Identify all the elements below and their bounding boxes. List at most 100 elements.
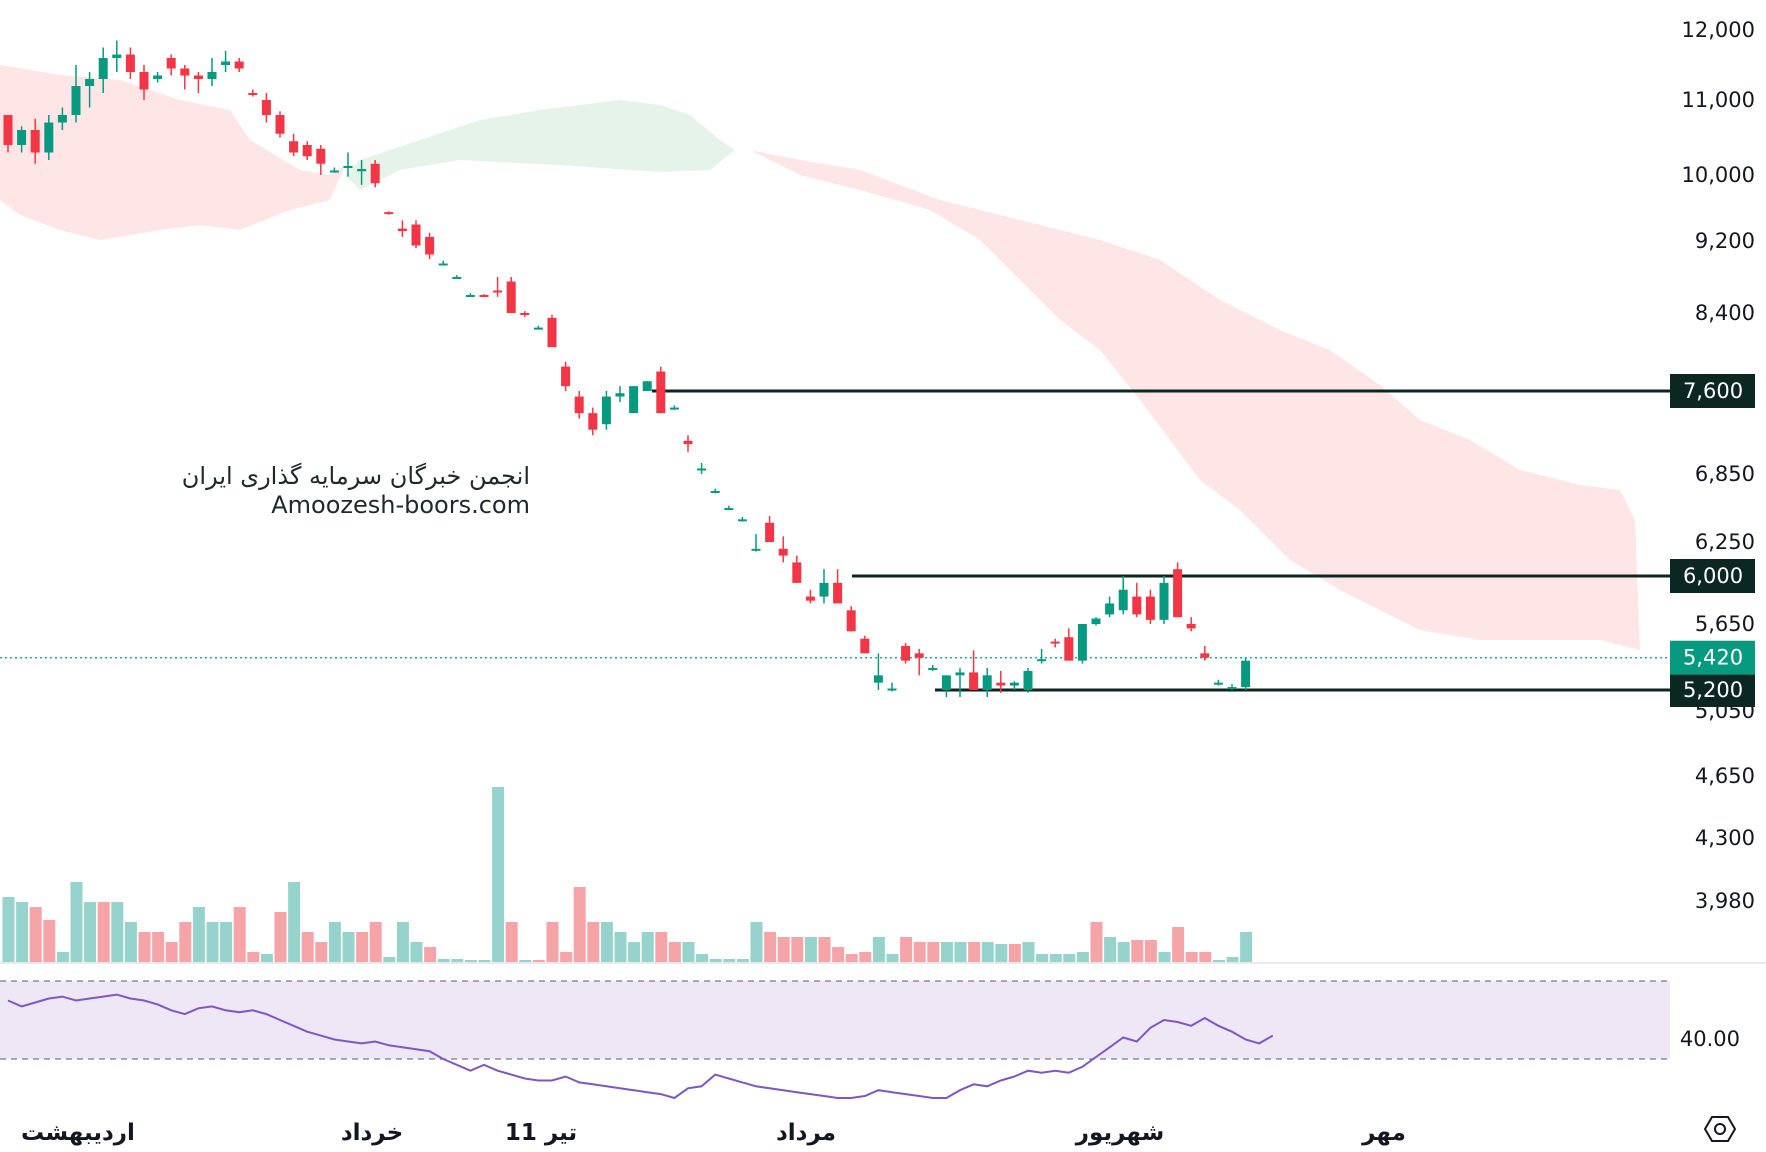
last-price-badge	[1670, 640, 1755, 675]
candle-body	[669, 407, 679, 410]
candle-body	[112, 54, 122, 58]
volume-bar	[288, 882, 301, 962]
volume-bar	[696, 954, 709, 962]
rsi-pane: 40.00	[0, 980, 1740, 1100]
volume-bar	[1008, 944, 1021, 962]
candle-body	[1200, 653, 1210, 658]
candle-body	[819, 582, 829, 597]
volume-bar	[1199, 952, 1212, 962]
candle-body	[17, 130, 27, 145]
candle-body	[1037, 659, 1047, 662]
candle-body	[1064, 637, 1074, 661]
volume-bar	[179, 922, 192, 962]
volume-bar	[791, 937, 804, 962]
volume-bar	[328, 922, 341, 962]
volume-bar	[1117, 942, 1130, 962]
volume-bar	[492, 787, 505, 962]
volume-bar	[777, 937, 790, 962]
volume-bar	[260, 954, 273, 962]
volume-bar	[832, 947, 845, 962]
price-tick-label: 5,650	[1695, 612, 1755, 636]
volume-bar	[165, 942, 178, 962]
level-badge	[1670, 559, 1755, 593]
level-badge-label: 7,600	[1683, 379, 1743, 403]
candle-body	[697, 468, 707, 471]
candle-body	[656, 371, 666, 414]
level-badge	[1670, 673, 1755, 707]
volume-bar	[383, 957, 396, 962]
volume-bar	[424, 947, 437, 962]
volume-bar	[410, 942, 423, 962]
candle-body	[493, 290, 503, 293]
candle-body	[1227, 687, 1237, 690]
volume-bar	[124, 922, 137, 962]
volume-bar	[641, 932, 654, 962]
volume-bars	[0, 787, 1766, 964]
hexagon-settings-icon[interactable]	[1704, 1113, 1736, 1145]
volume-bar	[315, 942, 328, 962]
rsi-band	[0, 981, 1670, 1059]
price-tick-label: 12,000	[1682, 18, 1755, 42]
volume-bar	[1076, 952, 1089, 962]
volume-bar	[84, 902, 97, 962]
volume-bar	[220, 922, 233, 962]
candle-body	[588, 413, 598, 430]
watermark-line-1: انجمن خبرگان سرمایه گذاری ایران	[181, 462, 530, 490]
candle-body	[30, 130, 40, 153]
volume-bar	[519, 960, 532, 962]
watermark: انجمن خبرگان سرمایه گذاری ایران Amoozesh…	[150, 462, 530, 520]
candle-body	[384, 212, 394, 215]
candle-body	[3, 115, 13, 145]
volume-bar	[111, 902, 124, 962]
candle-body	[955, 672, 965, 676]
price-tick-label: 6,850	[1695, 462, 1755, 486]
price-tick-label: 8,400	[1695, 301, 1755, 325]
time-axis: اردیبهشت خرداد 11 تیر مرداد شهریور مهر	[21, 1120, 1406, 1146]
level-badge-label: 6,000	[1683, 564, 1743, 588]
candle-body	[180, 68, 190, 76]
candle-body	[139, 72, 149, 90]
volume-bar	[2, 897, 15, 962]
volume-bar	[913, 942, 926, 962]
volume-bar	[247, 952, 260, 962]
candle-body	[574, 396, 584, 414]
volume-bar	[1049, 954, 1062, 962]
candle-body	[887, 688, 897, 691]
volume-bar	[43, 920, 56, 962]
candle-body	[860, 638, 870, 654]
volume-bar	[1226, 957, 1239, 962]
candle-body	[397, 228, 407, 232]
price-axis: 12,000 11,000 10,000 9,200 8,400 6,850 6,250 5,…	[1670, 18, 1755, 913]
candle-body	[275, 115, 285, 134]
last-price-badge-label: 5,420	[1683, 646, 1743, 670]
candle-body	[737, 519, 747, 522]
volume-bar	[437, 959, 450, 962]
volume-bar	[750, 922, 763, 962]
volume-bar	[600, 922, 613, 962]
candle-body	[125, 54, 135, 72]
price-tick-label: 10,000	[1682, 163, 1755, 187]
price-tick-label: 6,250	[1695, 530, 1755, 554]
volume-bar	[478, 960, 491, 962]
volume-bar	[927, 942, 940, 962]
time-axis-label: 11 تیر	[505, 1120, 577, 1146]
candle-body	[629, 386, 639, 414]
candle-body	[724, 508, 734, 510]
candle-body	[1050, 641, 1060, 644]
candle-body	[316, 148, 326, 164]
candle-body	[261, 100, 271, 115]
volume-bar	[872, 937, 885, 962]
ichimoku-cloud	[0, 65, 1640, 650]
volume-bar	[505, 922, 518, 962]
volume-bar	[845, 954, 858, 962]
price-tick-label: 9,200	[1695, 229, 1755, 253]
level-badge	[1670, 374, 1755, 408]
candle-body	[683, 440, 693, 445]
candle-body	[1213, 682, 1223, 685]
candle-body	[85, 79, 95, 86]
price-tick-label: 3,980	[1695, 889, 1755, 913]
volume-bar	[940, 942, 953, 962]
candle-body	[833, 582, 843, 604]
volume-bar	[736, 959, 749, 962]
